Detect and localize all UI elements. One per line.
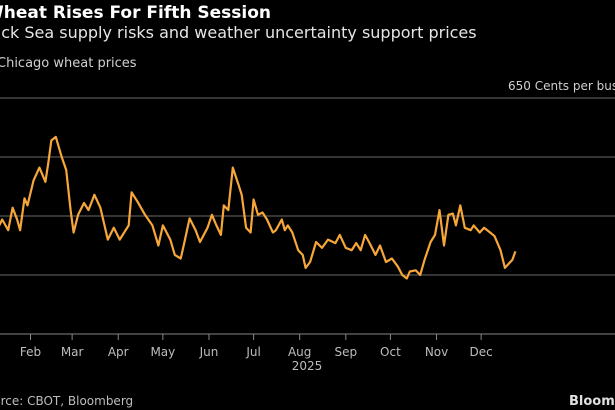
- x-tick-label-aug: Aug: [288, 345, 311, 359]
- x-tick-label-dec: Dec: [470, 345, 493, 359]
- x-tick-label-apr: Apr: [108, 345, 129, 359]
- x-axis: Feb Mar Apr May Jun Jul Aug Sep Oct Nov Dec: [20, 334, 493, 359]
- x-axis-year-label: 2025: [292, 359, 323, 373]
- y-top-label: 650 Cents per bushel: [508, 79, 615, 93]
- x-tick-label-jun: Jun: [199, 345, 219, 359]
- chart-title: Wheat Rises For Fifth Session: [0, 3, 271, 23]
- x-tick-label-may: May: [150, 345, 175, 359]
- x-tick-label-feb: Feb: [20, 345, 41, 359]
- x-tick-label-oct: Oct: [380, 345, 401, 359]
- bloomberg-logo: Bloomberg: [569, 394, 615, 409]
- x-tick-label-sep: Sep: [334, 345, 357, 359]
- series-line-chicago-wheat: [0, 135, 517, 280]
- source-note: Source: CBOT, Bloomberg: [0, 394, 133, 408]
- legend-chicago-wheat: Chicago wheat prices: [0, 56, 137, 71]
- x-tick-label-mar: Mar: [61, 345, 84, 359]
- x-tick-label-jul: Jul: [245, 345, 260, 359]
- chart-subtitle: Black Sea supply risks and weather uncer…: [0, 23, 477, 42]
- x-tick-label-nov: Nov: [425, 345, 448, 359]
- gridlines: [0, 97, 615, 335]
